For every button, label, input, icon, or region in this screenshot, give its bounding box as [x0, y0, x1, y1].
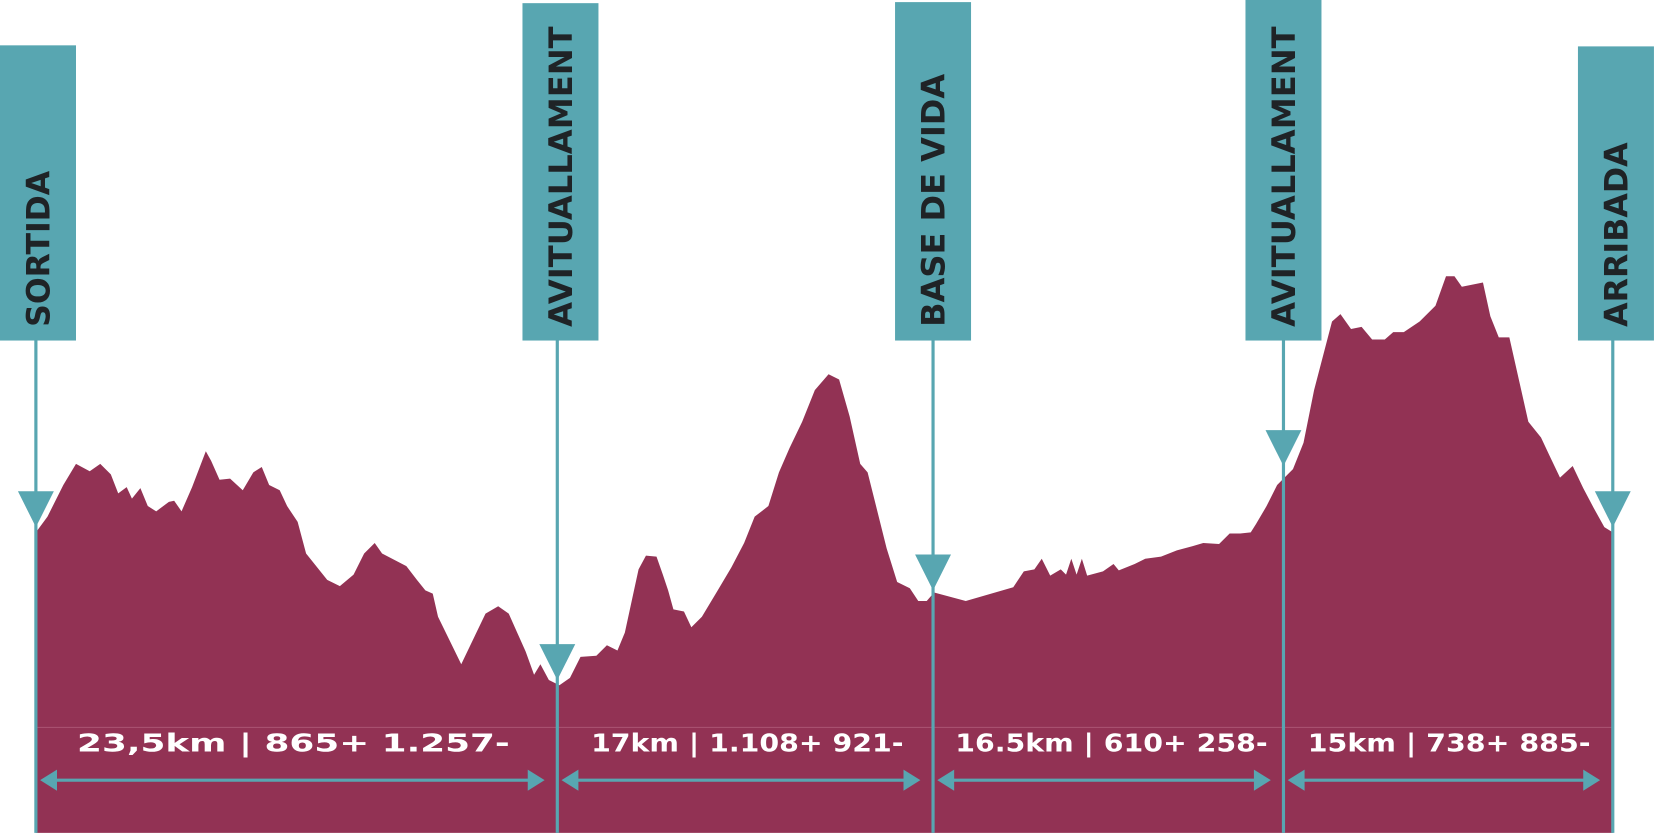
- marker-box: [1577, 46, 1654, 341]
- marker-label: AVITUALLAMENT: [544, 26, 580, 327]
- marker-label: ARRIBADA: [1600, 142, 1636, 327]
- marker-arrow: [1594, 491, 1631, 528]
- segment-label: 17km | 1.108+ 921-: [591, 729, 903, 758]
- distance-arrow-head: [561, 769, 579, 791]
- segment-label: 16.5km | 610+ 258-: [955, 729, 1267, 758]
- marker-label: SORTIDA: [22, 170, 58, 327]
- distance-arrow-head: [1583, 769, 1601, 791]
- marker-box: [895, 2, 972, 341]
- segment-label: 15km | 738+ 885-: [1308, 729, 1591, 758]
- marker-box: [0, 45, 76, 341]
- segments: 23,5km | 865+ 1.257- 17km | 1.108+ 921- 16…: [40, 729, 1601, 791]
- marker-box: [522, 3, 599, 341]
- distance-arrow-head: [527, 769, 545, 791]
- marker-arrow: [539, 644, 576, 681]
- profile-area: [35, 276, 1613, 833]
- distance-arrow-head: [1287, 769, 1305, 791]
- distance-arrow-head: [1253, 769, 1271, 791]
- marker-label: BASE DE VIDA: [917, 73, 953, 327]
- distance-arrow-head: [40, 769, 57, 791]
- segment-label: 23,5km | 865+ 1.257-: [77, 729, 510, 758]
- distance-arrow-head: [903, 769, 921, 791]
- marker-box: [1245, 0, 1322, 341]
- marker-arrow: [1265, 430, 1302, 466]
- distance-arrow-head: [937, 769, 955, 791]
- marker-arrow: [915, 554, 951, 591]
- marker-arrow: [17, 491, 54, 528]
- marker-label: AVITUALLAMENT: [1267, 26, 1303, 327]
